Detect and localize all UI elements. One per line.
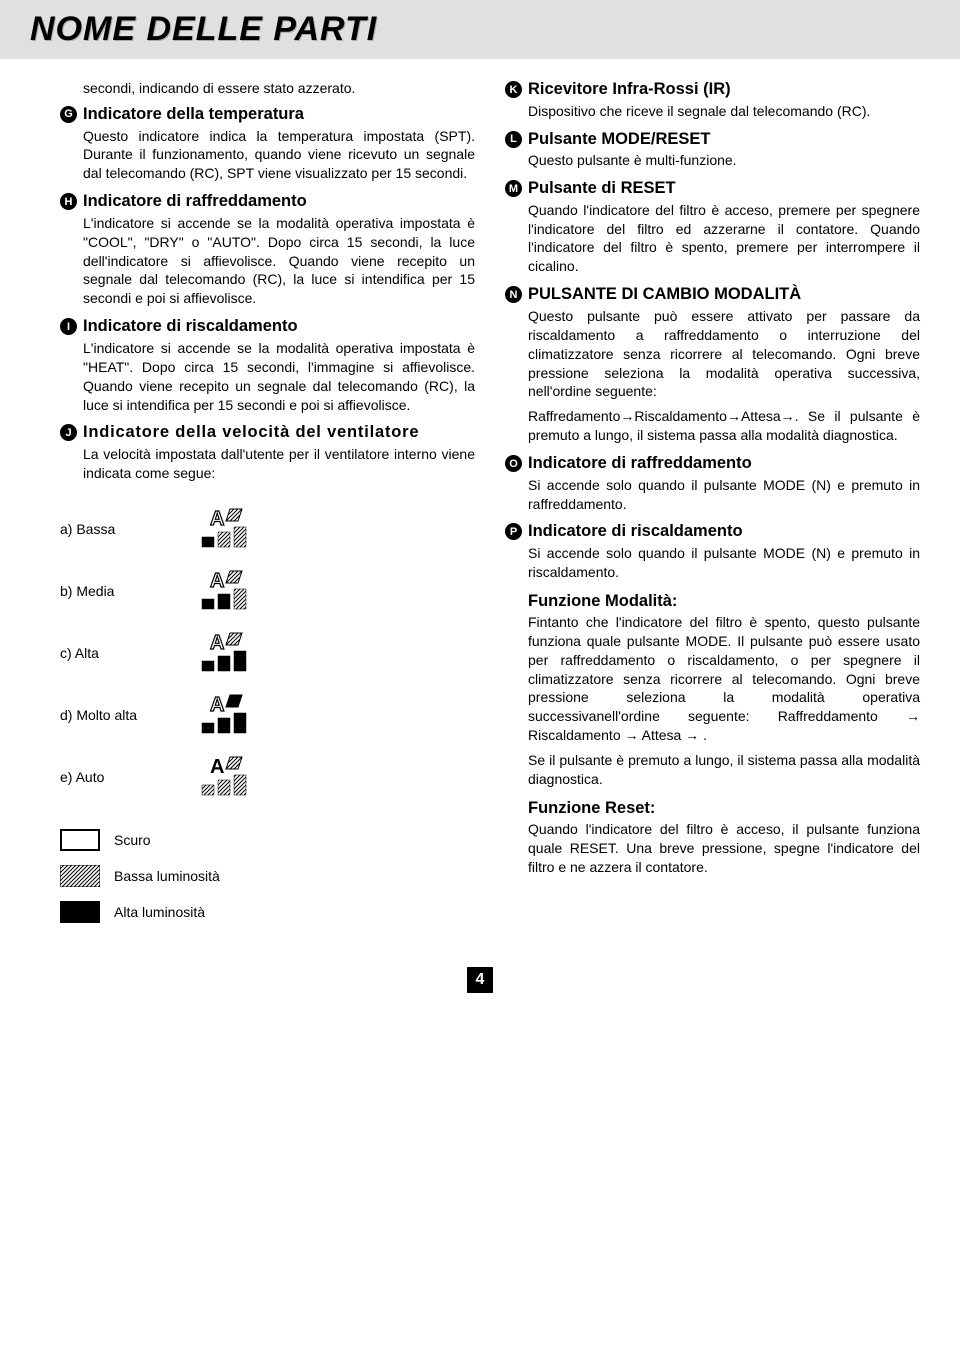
page-number: 4: [467, 967, 493, 993]
reset-header: Funzione Reset:: [505, 799, 920, 818]
legend-swatch: [60, 829, 100, 851]
legend-row: Alta luminosità: [60, 901, 475, 923]
legend-row: Scuro: [60, 829, 475, 851]
body-m: Quando l'indicatore del filtro è acceso,…: [505, 201, 920, 277]
body-g: Questo indicatore indica la temperatura …: [60, 127, 475, 184]
body-n2: Raffredamento→Riscaldamento→Attesa→. Se …: [505, 407, 920, 445]
mode-body: Fintanto che l'indicatore del filtro è s…: [505, 613, 920, 745]
body-k: Dispositivo che riceve il segnale dal te…: [505, 102, 920, 121]
bullet-g: G: [60, 106, 77, 123]
speed-row: d) Molto alta A: [60, 693, 475, 737]
title-g: Indicatore della temperatura: [83, 104, 304, 125]
title-m: Pulsante di RESET: [528, 178, 676, 199]
title-l: Pulsante MODE/RESET: [528, 129, 710, 150]
intro-text: secondi, indicando di essere stato azzer…: [60, 79, 475, 98]
speed-icon: A: [200, 569, 270, 613]
section-n: N PULSANTE DI CAMBIO MODALITÀ Questo pul…: [505, 284, 920, 445]
bullet-l: L: [505, 131, 522, 148]
section-i: I Indicatore di riscaldamento L'indicato…: [60, 316, 475, 414]
mode-header: Funzione Modalità:: [505, 592, 920, 611]
bullet-j: J: [60, 424, 77, 441]
title-n: PULSANTE DI CAMBIO MODALITÀ: [528, 284, 801, 305]
svg-text:A: A: [210, 694, 224, 716]
legend-label: Alta luminosità: [114, 904, 205, 920]
body-l: Questo pulsante è multi-funzione.: [505, 151, 920, 170]
speed-row: e) Auto A: [60, 755, 475, 799]
legend-swatch: [60, 865, 100, 887]
fan-speed-table: a) Bassa Ab) Media Ac) Alta Ad) Molto al…: [60, 507, 475, 799]
bullet-k: K: [505, 81, 522, 98]
section-p: P Indicatore di riscaldamento Si accende…: [505, 521, 920, 581]
content-columns: secondi, indicando di essere stato azzer…: [0, 59, 960, 947]
speed-label: e) Auto: [60, 769, 150, 785]
mode-body2: Se il pulsante è premuto a lungo, il sis…: [505, 751, 920, 789]
svg-text:A: A: [210, 632, 224, 654]
bullet-m: M: [505, 180, 522, 197]
section-o: O Indicatore di raffreddamento Si accend…: [505, 453, 920, 513]
title-i: Indicatore di riscaldamento: [83, 316, 298, 337]
legend-label: Bassa luminosità: [114, 868, 220, 884]
body-i: L'indicatore si accende se la modalità o…: [60, 339, 475, 415]
speed-label: c) Alta: [60, 645, 150, 661]
section-g: G Indicatore della temperatura Questo in…: [60, 104, 475, 183]
body-h: L'indicatore si accende se la modalità o…: [60, 214, 475, 308]
body-p: Si accende solo quando il pulsante MODE …: [505, 544, 920, 582]
page-title: NOME DELLE PARTI: [30, 10, 930, 49]
legend-row: Bassa luminosità: [60, 865, 475, 887]
bullet-n: N: [505, 286, 522, 303]
body-o: Si accende solo quando il pulsante MODE …: [505, 476, 920, 514]
speed-icon: A: [200, 507, 270, 551]
body-n: Questo pulsante può essere attivato per …: [505, 307, 920, 401]
body-j: La velocità impostata dall'utente per il…: [60, 445, 475, 483]
speed-icon: A: [200, 693, 270, 737]
bullet-p: P: [505, 523, 522, 540]
title-k: Ricevitore Infra-Rossi (IR): [528, 79, 731, 100]
svg-text:A: A: [210, 508, 224, 530]
title-p: Indicatore di riscaldamento: [528, 521, 743, 542]
speed-label: b) Media: [60, 583, 150, 599]
title-h: Indicatore di raffreddamento: [83, 191, 307, 212]
speed-label: a) Bassa: [60, 521, 150, 537]
section-k: K Ricevitore Infra-Rossi (IR) Dispositiv…: [505, 79, 920, 121]
speed-icon: A: [200, 631, 270, 675]
speed-row: a) Bassa A: [60, 507, 475, 551]
bullet-h: H: [60, 193, 77, 210]
legend: Scuro Bassa luminosità Alta luminosità: [60, 829, 475, 923]
speed-row: b) Media A: [60, 569, 475, 613]
title-j: Indicatore della velocità del ventilator…: [83, 422, 419, 443]
bullet-o: O: [505, 455, 522, 472]
left-column: secondi, indicando di essere stato azzer…: [60, 79, 475, 937]
legend-label: Scuro: [114, 832, 151, 848]
section-h: H Indicatore di raffreddamento L'indicat…: [60, 191, 475, 308]
legend-swatch: [60, 901, 100, 923]
svg-text:A: A: [210, 756, 224, 778]
speed-icon: A: [200, 755, 270, 799]
section-l: L Pulsante MODE/RESET Questo pulsante è …: [505, 129, 920, 171]
section-j: J Indicatore della velocità del ventilat…: [60, 422, 475, 482]
svg-text:A: A: [210, 570, 224, 592]
right-column: K Ricevitore Infra-Rossi (IR) Dispositiv…: [505, 79, 920, 937]
section-m: M Pulsante di RESET Quando l'indicatore …: [505, 178, 920, 276]
bullet-i: I: [60, 318, 77, 335]
speed-label: d) Molto alta: [60, 707, 150, 723]
header-bar: NOME DELLE PARTI: [0, 0, 960, 59]
reset-body: Quando l'indicatore del filtro è acceso,…: [505, 820, 920, 877]
speed-row: c) Alta A: [60, 631, 475, 675]
title-o: Indicatore di raffreddamento: [528, 453, 752, 474]
